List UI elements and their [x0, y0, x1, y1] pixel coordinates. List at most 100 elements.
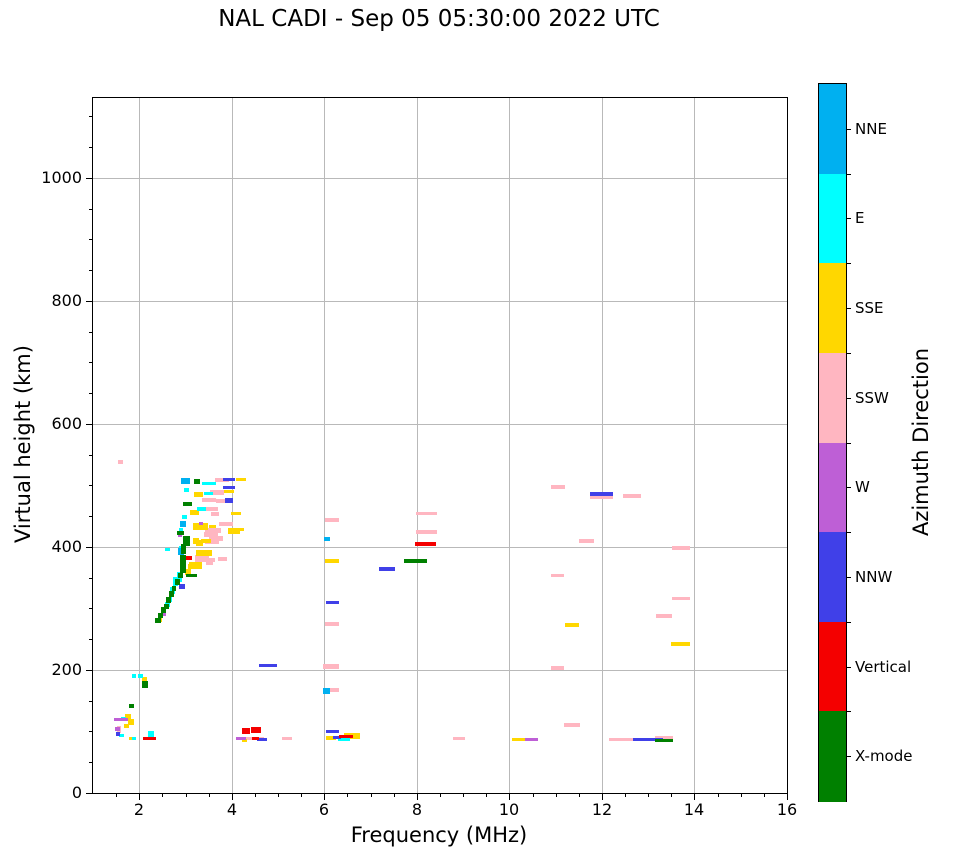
data-point-SSW	[204, 532, 218, 537]
gridline-x-4	[232, 98, 233, 793]
x-tick-minor	[255, 794, 256, 797]
x-tick-minor	[301, 794, 302, 797]
data-point-SSW	[206, 558, 215, 562]
data-point-SSE	[228, 531, 240, 534]
x-tick-major	[417, 794, 418, 800]
data-point-SSW	[282, 737, 292, 740]
x-tick-label: 12	[591, 800, 613, 819]
colorbar-category-label: E	[855, 209, 865, 227]
data-point-NNW	[333, 736, 341, 739]
colorbar-tick	[847, 218, 851, 219]
y-tick-label: 0	[71, 783, 82, 802]
data-point-NNW	[326, 730, 339, 733]
data-point-SSE	[231, 512, 241, 515]
data-point-E	[132, 737, 136, 740]
data-point-X-mode	[172, 586, 176, 591]
x-tick-major	[139, 794, 140, 800]
data-point-NNW	[590, 492, 613, 496]
data-point-X-mode	[177, 531, 184, 535]
x-tick-minor	[440, 794, 441, 797]
colorbar-segment-E	[819, 173, 846, 264]
x-tick-major	[509, 794, 510, 800]
data-point-SSW	[325, 518, 339, 522]
colorbar-category-label: Vertical	[855, 658, 912, 676]
x-tick-minor	[347, 794, 348, 797]
data-point-X-mode	[404, 559, 427, 563]
data-point-W	[525, 738, 538, 741]
gridline-x-14	[694, 98, 695, 793]
data-point-NNW	[633, 738, 663, 741]
data-point-NNE	[180, 521, 186, 527]
data-point-SSW	[195, 555, 209, 562]
data-point-SSE	[196, 550, 212, 556]
colorbar-segment-NNW	[819, 532, 846, 623]
data-point-SSW	[564, 723, 580, 727]
data-point-W	[178, 534, 182, 537]
x-tick-label: 2	[133, 800, 145, 819]
data-point-NNW	[326, 601, 339, 604]
gridline-y-1000	[93, 178, 787, 179]
data-point-SSW	[205, 539, 219, 544]
x-axis-label: Frequency (MHz)	[350, 823, 528, 847]
data-point-E	[132, 674, 136, 678]
colorbar-boundary-tick	[847, 622, 851, 623]
data-point-W	[236, 737, 246, 740]
data-point-SSW	[672, 597, 690, 600]
colorbar-segment-X-mode	[819, 711, 846, 802]
data-point-SSE	[512, 738, 526, 741]
data-point-NNW	[257, 738, 267, 741]
data-point-SSW	[210, 490, 224, 495]
data-point-SSE	[185, 569, 191, 575]
data-point-SSE	[201, 539, 211, 543]
x-tick-label: 6	[318, 800, 330, 819]
colorbar	[818, 83, 847, 802]
colorbar-boundary-tick	[847, 711, 851, 712]
data-point-SSE	[125, 714, 131, 719]
colorbar-boundary-tick	[847, 532, 851, 533]
gridline-y-200	[93, 670, 787, 671]
data-point-SSW	[551, 574, 564, 577]
x-tick-minor	[556, 794, 557, 797]
x-tick-minor	[371, 794, 372, 797]
colorbar-boundary-tick	[847, 443, 851, 444]
data-point-SSW	[211, 512, 219, 516]
data-point-E	[138, 674, 143, 678]
x-tick-label: 4	[226, 800, 238, 819]
data-point-NNE	[324, 537, 330, 541]
data-point-NNW	[116, 732, 120, 736]
x-tick-major	[232, 794, 233, 800]
data-point-SSW	[206, 507, 218, 511]
data-point-SSE	[196, 540, 203, 546]
x-tick-minor	[671, 794, 672, 797]
data-point-X-mode	[158, 613, 163, 618]
data-point-E	[184, 488, 189, 492]
colorbar-tick	[847, 756, 851, 757]
data-point-SSW	[672, 546, 690, 550]
plot-area	[92, 97, 788, 794]
x-tick-minor	[625, 794, 626, 797]
y-axis-label: Virtual height (km)	[11, 345, 35, 543]
data-point-X-mode	[178, 573, 183, 578]
data-point-E	[119, 734, 124, 737]
data-point-SSE	[236, 478, 246, 481]
data-point-X-mode	[142, 681, 148, 688]
data-point-X-mode	[183, 536, 190, 546]
data-point-W	[163, 613, 166, 616]
data-point-NNW	[223, 478, 235, 481]
gridline-x-10	[509, 98, 510, 793]
x-tick-major	[787, 794, 788, 800]
data-point-X-mode	[194, 479, 200, 484]
data-point-SSW	[325, 622, 339, 626]
x-tick-minor	[718, 794, 719, 797]
x-tick-label: 16	[776, 800, 798, 819]
data-point-W	[199, 522, 203, 525]
gridline-x-2	[139, 98, 140, 793]
data-point-SSE	[194, 492, 203, 497]
data-point-SSW	[551, 666, 564, 670]
data-point-X-mode	[181, 544, 186, 554]
colorbar-label: Azimuth Direction	[909, 347, 933, 537]
data-point-NNW	[225, 498, 233, 503]
data-point-SSW	[215, 478, 229, 482]
data-point-X-mode	[175, 579, 180, 585]
data-point-SSW	[416, 512, 437, 515]
